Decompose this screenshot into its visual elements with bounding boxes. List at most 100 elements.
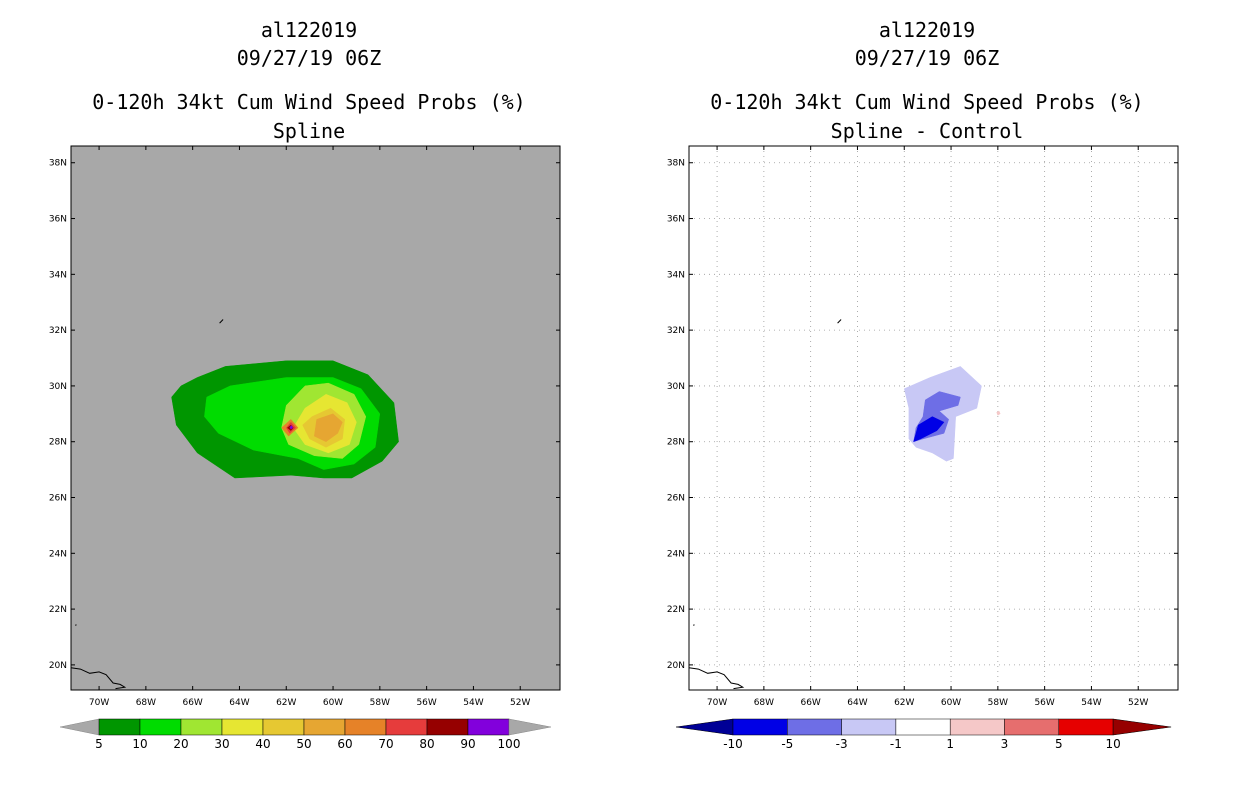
x-tick-label: 56W [416,698,436,708]
axis-ticks: 70W 68W 66W 64W 62W 60W 58W 56W 54W 52W 38N 36N 34N 3… [667,146,1178,708]
contour-layer [904,366,1001,462]
x-tick-label: 70W [89,698,109,708]
map-frame [688,145,1179,691]
colorbar-label: -10 [723,737,743,751]
x-tick-label: 60W [323,698,343,708]
colorbar: 5 10 20 30 40 50 60 70 80 90 100 [59,718,552,751]
y-tick-label: 30N [667,382,685,392]
contour-50-60 [314,413,343,442]
colorbar-label: -3 [836,737,848,751]
x-tick-label: 54W [1081,698,1101,708]
colorbar-label: 30 [214,737,229,751]
contour--10to-5 [913,416,945,442]
y-tick-label: 26N [667,494,685,504]
y-tick-label: 28N [49,438,67,448]
chart-svg: 70W 68W 66W 64W 62W 60W 58W 56W 54W 52W 38N 36N 34N 3… [667,145,1179,751]
grid-lines [689,146,1178,690]
x-tick-label: 66W [800,698,820,708]
coastline-hispaniola [688,667,745,690]
coastline [688,319,842,690]
x-tick-label: 64W [847,698,867,708]
y-tick-label: 24N [667,549,685,559]
colorbar-swatch [262,718,305,736]
x-tick-label: 66W [182,698,202,708]
y-tick-label: 24N [49,549,67,559]
y-tick-label: 34N [667,270,685,280]
y-tick-label: 26N [49,494,67,504]
colorbar-swatch [385,718,428,736]
left-chart-panel: al122019 09/27/19 06Z 0-120h 34kt Cum Wi… [49,18,561,751]
contour-90-100 [289,425,294,430]
colorbar-swatch [895,718,951,736]
x-tick-label: 58W [370,698,390,708]
y-tick-label: 28N [667,438,685,448]
y-tick-label: 22N [49,605,67,615]
colorbar-label: 20 [173,737,188,751]
right-chart-panel: al122019 09/27/19 06Z 0-120h 34kt Cum Wi… [618,0,1236,800]
y-tick-label: 22N [667,605,685,615]
y-tick-label: 34N [49,270,67,280]
colorbar-label: 60 [337,737,352,751]
colorbar-swatch [426,718,469,736]
colorbar-label: 90 [460,737,475,751]
colorbar-arrow-high [508,718,552,736]
y-tick-label: 32N [49,326,67,336]
y-tick-label: 30N [49,382,67,392]
colorbar-swatch [841,718,897,736]
y-tick-label: 38N [49,159,67,169]
colorbar-label: 50 [296,737,311,751]
colorbar-swatch [98,718,141,736]
x-tick-label: 64W [229,698,249,708]
colorbar-label: -1 [890,737,902,751]
colorbar-swatch [467,718,510,736]
colorbar-label: 80 [419,737,434,751]
colorbar-label: 3 [1001,737,1009,751]
colorbar-arrow-low [59,718,100,736]
colorbar-label: 10 [132,737,147,751]
colorbar-swatch [949,718,1005,736]
y-tick-label: 36N [49,215,67,225]
colorbar-swatch [1004,718,1060,736]
y-tick-label: 32N [667,326,685,336]
colorbar: -10 -5 -3 -1 1 3 5 10 [675,718,1172,751]
x-tick-label: 52W [1128,698,1148,708]
x-tick-label: 58W [988,698,1008,708]
colorbar-label: 70 [378,737,393,751]
chart-subtitle: Spline [272,119,346,143]
colorbar-label: 100 [498,737,521,751]
y-tick-label: 20N [49,661,67,671]
colorbar-label: 1 [946,737,954,751]
colorbar-swatch [344,718,387,736]
chart-title: 0-120h 34kt Cum Wind Speed Probs (%) [710,90,1144,114]
x-tick-label: 60W [941,698,961,708]
x-tick-label: 62W [276,698,296,708]
chart-svg: 70W 68W 66W 64W 62W 60W 58W 56W 54W 52W 38N 36N 34N 3… [49,145,561,751]
colorbar-swatch [180,718,223,736]
axis-ticks: 70W 68W 66W 64W 62W 60W 58W 56W 54W 52W 38N 36N 34N 3… [49,146,560,708]
colorbar-swatch [303,718,346,736]
colorbar-arrow-low [675,718,734,736]
datetime: 09/27/19 06Z [236,46,382,70]
x-tick-label: 62W [894,698,914,708]
colorbar-swatch [1058,718,1114,736]
datetime: 09/27/19 06Z [854,46,1000,70]
colorbar-label: 5 [1055,737,1063,751]
coastline-bermuda [837,319,842,324]
y-tick-label: 36N [667,215,685,225]
storm-id: al122019 [260,18,358,42]
x-tick-label: 68W [754,698,774,708]
storm-id: al122019 [878,18,976,42]
chart-title: 0-120h 34kt Cum Wind Speed Probs (%) [92,90,526,114]
coastline-hispaniola [70,667,127,690]
colorbar-swatch [221,718,264,736]
colorbar-label: 5 [95,737,103,751]
contour-layer [171,360,399,479]
y-tick-label: 38N [667,159,685,169]
colorbar-label: 40 [255,737,270,751]
x-tick-label: 52W [510,698,530,708]
coastline [70,319,224,690]
colorbar-arrow-high [1112,718,1172,736]
colorbar-swatch [139,718,182,736]
x-tick-label: 56W [1034,698,1054,708]
colorbar-swatch [787,718,842,736]
